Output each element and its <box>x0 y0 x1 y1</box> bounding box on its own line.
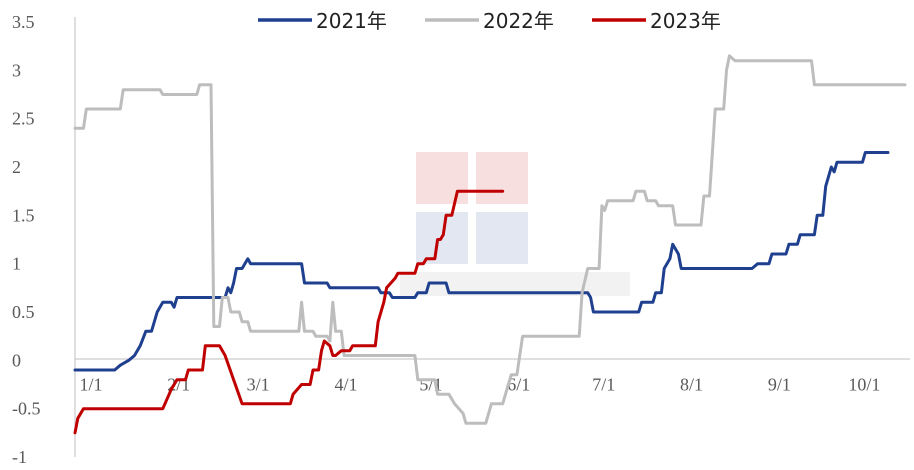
x-tick-label: 5/1 <box>419 374 442 394</box>
y-tick-label: 3.5 <box>12 12 35 32</box>
y-tick-label: 2.5 <box>12 109 35 129</box>
x-tick-label: 1/1 <box>79 374 102 394</box>
y-tick-label: 0 <box>12 350 21 370</box>
y-tick-labels: -1 -0.5 0 0.5 1 1.5 2 2.5 3 3.5 <box>12 12 41 467</box>
series-line-2023年 <box>73 189 505 435</box>
axes <box>74 17 910 457</box>
x-tick-label: 6/1 <box>507 374 530 394</box>
watermark-logo <box>400 152 630 296</box>
legend-label: 2021年 <box>316 9 387 33</box>
y-tick-label: 1.5 <box>12 205 35 225</box>
x-tick-labels: 1/1 2/1 3/1 4/1 5/1 6/1 7/1 8/1 9/1 10/1 <box>79 374 880 394</box>
series-lines <box>73 54 907 435</box>
x-tick-label: 3/1 <box>247 374 270 394</box>
y-tick-label: -0.5 <box>12 399 41 419</box>
y-tick-label: 1 <box>12 254 21 274</box>
series-line-2021年 <box>73 151 890 372</box>
y-tick-label: 2 <box>12 157 21 177</box>
y-tick-label: -1 <box>12 447 27 467</box>
x-tick-label: 4/1 <box>334 374 357 394</box>
legend-label: 2023年 <box>650 9 721 33</box>
x-tick-label: 9/1 <box>768 374 791 394</box>
legend-label: 2022年 <box>483 9 554 33</box>
series-line-2022年 <box>73 54 907 425</box>
y-tick-label: 3 <box>12 60 21 80</box>
x-tick-label: 10/1 <box>848 374 880 394</box>
x-tick-label: 7/1 <box>592 374 615 394</box>
x-tick-label: 8/1 <box>680 374 703 394</box>
legend: 2021年 2022年 2023年 <box>258 9 721 33</box>
y-tick-label: 0.5 <box>12 302 35 322</box>
